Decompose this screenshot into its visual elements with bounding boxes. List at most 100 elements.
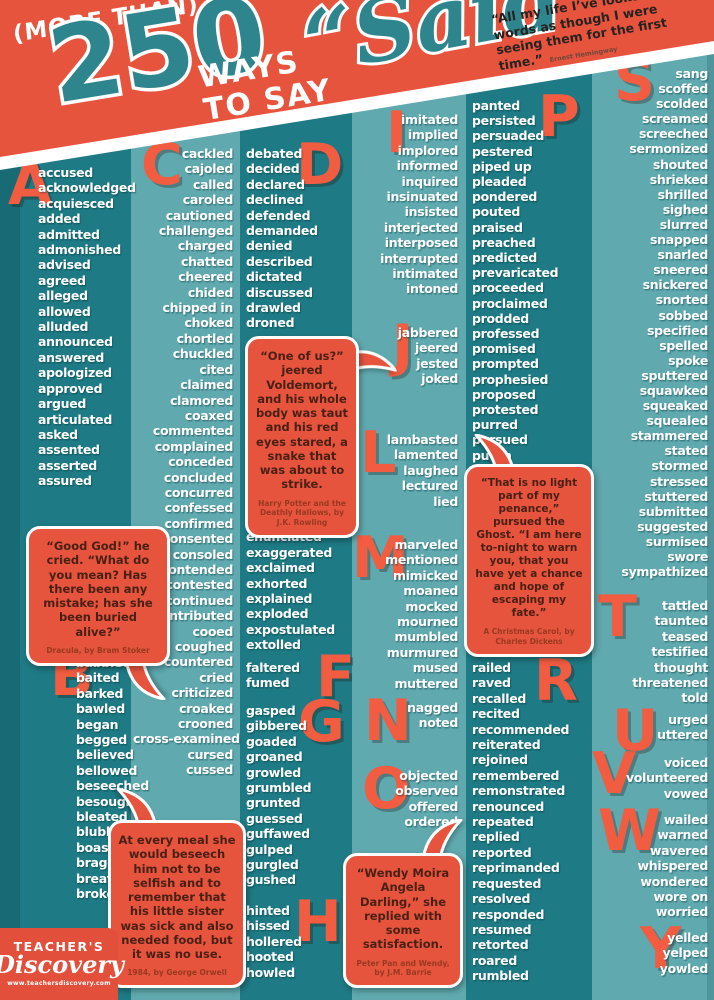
word: piped up (472, 158, 532, 174)
word-list-C: cackled cajoled called caroled cautioned chal… (133, 146, 240, 778)
word: interjected (383, 219, 458, 235)
word: admonished (38, 242, 121, 258)
word: gibbered (246, 718, 307, 734)
word-list-O: objected observed offered ordered (352, 768, 458, 830)
word: shrieked (649, 171, 709, 187)
quote-bubble-harry-potter: “One of us?” jeered Voldemort, and his w… (245, 336, 398, 538)
section-O: O objected observed offered ordered (352, 756, 458, 830)
word: argued (38, 396, 87, 412)
word: recalled (472, 690, 527, 706)
letter-V: V (592, 741, 637, 807)
word: clamored (170, 392, 233, 408)
word: wavered (649, 842, 708, 858)
word: offered (408, 798, 459, 814)
word: sobbed (658, 307, 708, 323)
word: snickered (642, 277, 709, 293)
word: admitted (38, 226, 100, 242)
word: stressed (650, 473, 708, 489)
word: countered (163, 654, 233, 670)
word: remembered (472, 767, 560, 783)
word: allowed (38, 303, 91, 319)
word: yowled (659, 960, 709, 976)
letter-D: D (296, 132, 344, 198)
word: proposed (472, 386, 536, 402)
word: beseeched (76, 778, 149, 794)
word: objected (399, 768, 458, 783)
word: consoled (172, 546, 234, 562)
word: began (76, 716, 119, 732)
word: implied (407, 127, 458, 143)
word: answered (38, 349, 104, 365)
word: drawled (246, 300, 301, 316)
poster-left-margin (0, 0, 20, 1000)
word: described (246, 253, 313, 269)
word: asked (38, 426, 78, 442)
word: shouted (652, 156, 708, 172)
word: chuckled (172, 346, 234, 362)
word: stuttered (644, 488, 708, 504)
word: spoke (668, 352, 708, 368)
letter-I: I (386, 100, 408, 166)
word: submitted (638, 503, 709, 519)
word: recited (472, 706, 520, 722)
word: articulated (38, 411, 112, 427)
word: apologized (38, 365, 112, 381)
word: taunted (654, 613, 708, 629)
word: pestered (472, 143, 533, 159)
word: goaded (246, 733, 297, 749)
word: scoffed (658, 81, 708, 97)
word: grumbled (246, 780, 312, 796)
word: mocked (405, 598, 458, 614)
word: rejoined (472, 752, 528, 768)
word: volunteered (625, 770, 708, 786)
letter-O: O (362, 756, 411, 822)
word: cited (199, 361, 233, 377)
word: cajoled (184, 161, 234, 177)
word: screamed (642, 111, 708, 127)
word-list-H: hinted hissed hollered hooted howled (246, 903, 346, 980)
word: growled (246, 764, 301, 780)
word: declared (246, 176, 305, 192)
word: criticized (171, 685, 233, 701)
word: chipped in (162, 300, 234, 316)
word: pleaded (472, 174, 527, 190)
word: prodded (472, 310, 529, 326)
word: caroled (182, 192, 234, 208)
word: assured (38, 473, 92, 489)
word: coaxed (184, 407, 233, 423)
word: rumbled (472, 968, 529, 984)
word-list-M: marveled mentioned mimicked moaned mocked mou… (352, 537, 458, 691)
word: alleged (38, 288, 88, 304)
word: stated (664, 443, 709, 459)
section-U: U urged uttered (598, 703, 708, 760)
word: panted (472, 98, 520, 113)
letter-W: W (598, 798, 661, 864)
word: sneered (653, 262, 708, 278)
word: wondered (640, 873, 708, 889)
section-L: L lambasted lamented laughed lectured lied (352, 425, 459, 509)
word: jeered (414, 340, 458, 356)
word: guessed (246, 810, 303, 826)
word: barked (76, 685, 124, 701)
word: proclaimed (472, 295, 548, 311)
letter-U: U (612, 698, 659, 764)
word-list-Y: yelled yelped yowled (598, 930, 709, 976)
word: confessed (164, 500, 234, 516)
word: consented (162, 531, 234, 547)
word-list-W: wailed warned wavered whispered wondered wore… (598, 812, 709, 920)
word: demanded (246, 223, 318, 239)
poster-right-margin (707, 0, 714, 1000)
word: snorted (655, 292, 709, 308)
word: lambasted (386, 432, 459, 447)
word: teased (662, 628, 708, 644)
bubble-attribution: A Christmas Carol, by Charles Dickens (483, 627, 575, 646)
word: yelled (667, 930, 708, 945)
word: interrupted (380, 250, 458, 266)
word: challenged (158, 223, 233, 239)
word: concurred (164, 484, 234, 500)
section-F: F faltered fumed (246, 649, 355, 706)
quote-bubble-peter-pan: “Wendy Moira Angela Darling,” she replie… (343, 819, 463, 988)
word: voiced (663, 755, 708, 770)
word: screeched (638, 126, 708, 142)
word: sermonized (629, 141, 708, 157)
